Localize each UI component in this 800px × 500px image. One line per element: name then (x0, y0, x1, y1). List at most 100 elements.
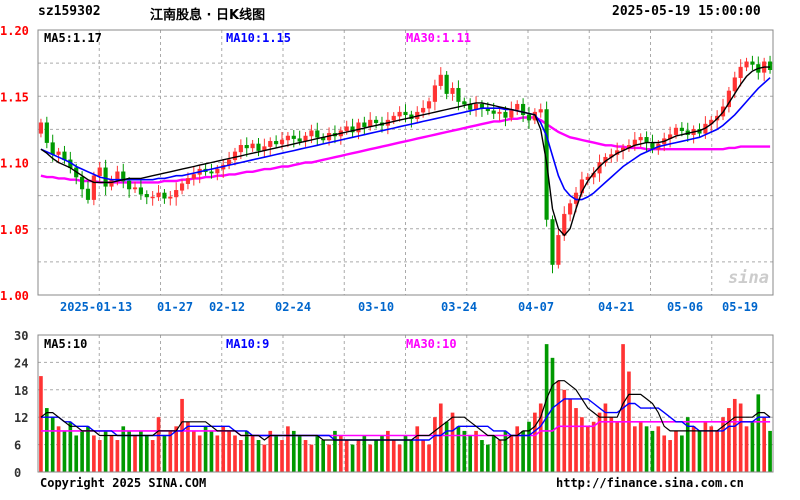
price-ma10-line (40, 77, 771, 201)
candle-body (644, 137, 649, 143)
candle-body (91, 175, 96, 200)
candle-body (138, 187, 143, 195)
volume-bar (591, 421, 596, 472)
volume-bar (368, 444, 373, 472)
volume-bar (732, 398, 737, 472)
candle-body (174, 190, 179, 198)
volume-bar (321, 440, 326, 472)
volume-bar (585, 426, 590, 472)
price-legend-item: MA30:1.11 (406, 31, 471, 45)
candle-body (238, 145, 243, 153)
volume-bar (74, 435, 79, 472)
candle-body (562, 213, 567, 236)
price-y-ticks: 1.20 1.15 1.10 1.05 1.00 (0, 24, 29, 303)
volume-bar (103, 430, 108, 472)
volume-bar (491, 435, 496, 472)
price-x-tick-label: 02-12 (209, 300, 245, 314)
volume-bar (715, 430, 719, 472)
volume-bar (303, 440, 308, 472)
volume-bar (697, 430, 702, 472)
volume-ma5-line (40, 380, 771, 441)
volume-ma-lines (40, 380, 771, 441)
volume-bar (50, 417, 55, 472)
volume-bar (544, 344, 549, 472)
candle-body (121, 171, 126, 182)
volume-bar (338, 435, 343, 472)
price-x-tick-label: 04-07 (518, 300, 554, 314)
volume-bar (727, 408, 731, 472)
price-x-tick-label: 01-27 (157, 300, 193, 314)
candle-body (103, 167, 108, 187)
volume-bar (574, 408, 578, 472)
volume-y-tick-label: 30 (14, 329, 28, 343)
volume-bar (92, 435, 96, 472)
candle-body (356, 122, 361, 133)
price-x-ticks: 2025-01-13 01-27 02-12 02-24 03-10 03-24 04-07… (60, 300, 758, 314)
candle-body (568, 203, 573, 215)
candle-body (679, 127, 684, 131)
volume-bar (121, 426, 126, 472)
volume-legend-item: MA10:9 (226, 337, 269, 351)
volume-bar (62, 430, 67, 472)
volume-bar (391, 440, 396, 472)
candle-body (344, 126, 349, 131)
volume-bar (227, 430, 231, 472)
volume-bar (762, 417, 767, 472)
candle-body (209, 171, 214, 174)
price-ma30-line (40, 116, 771, 184)
price-x-tick-label: 02-24 (275, 300, 311, 314)
candle-body (268, 141, 273, 147)
candle-body (397, 111, 402, 117)
volume-bar (421, 440, 425, 472)
volume-bar (286, 426, 290, 472)
volume-bar (468, 435, 473, 472)
chart-title: 江南股息 · 日K线图 (150, 8, 266, 23)
watermark-logo: sina (728, 268, 769, 288)
price-y-tick-label: 1.15 (0, 90, 29, 104)
price-y-tick-label: 1.10 (0, 157, 29, 171)
candle-body (521, 103, 526, 116)
candle-body (50, 142, 55, 155)
volume-bar (274, 435, 278, 472)
volume-bar (356, 440, 361, 472)
volume-bar (609, 417, 614, 472)
candle-body (250, 143, 255, 149)
volume-bar (44, 408, 49, 472)
volume-bar (350, 444, 355, 472)
candle-body (403, 111, 408, 116)
volume-bar (756, 394, 761, 472)
candle-body (162, 192, 167, 199)
candle-body (97, 167, 102, 177)
candle-body (297, 138, 302, 142)
volume-bar (215, 435, 220, 472)
volume-bar (168, 430, 173, 472)
volume-bar (538, 403, 543, 472)
volume-bar (632, 426, 637, 472)
volume-bar (333, 430, 337, 472)
volume-bar (433, 417, 437, 472)
candle-body (115, 171, 120, 180)
volume-bar (191, 430, 196, 472)
candle-body (156, 192, 161, 198)
volume-y-tick-label: 6 (14, 439, 21, 453)
volume-bar (638, 421, 643, 472)
volume-y-tick-label: 0 (14, 466, 21, 480)
candle-body (491, 110, 496, 114)
candle-body (497, 111, 502, 114)
volume-bar (568, 398, 572, 472)
volume-bar (709, 426, 714, 472)
volume-bar (344, 440, 349, 472)
volume-bar (221, 426, 226, 472)
candle-body (426, 101, 432, 109)
volume-bar (150, 440, 155, 472)
candle-body (279, 139, 285, 145)
volume-bar (597, 412, 602, 472)
candle-body (179, 183, 185, 191)
volume-bar (68, 421, 73, 472)
price-ma-lines (40, 66, 771, 237)
volume-bar (256, 440, 261, 472)
candle-body (127, 180, 132, 190)
price-y-tick-label: 1.20 (0, 24, 29, 38)
candle-body (421, 107, 426, 113)
